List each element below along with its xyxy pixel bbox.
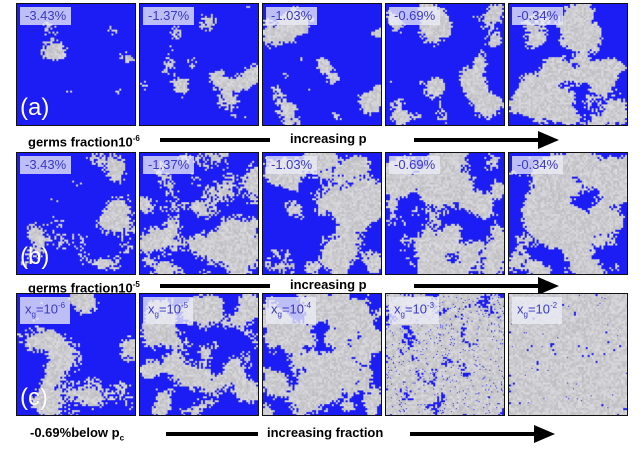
arrow-head-a [414, 131, 559, 149]
panel-label: -3.43% [20, 156, 72, 174]
panel-label: -0.69% [389, 7, 441, 25]
panel-b-1: -3.43% (b) [16, 152, 136, 275]
panel-label: xg=10-5 [143, 297, 194, 324]
caption-exponent: -5 [132, 280, 140, 289]
panel-c-4: xg=10-3 [385, 293, 505, 416]
row-letter-b: (b) [20, 243, 50, 270]
row-letter-a: (a) [20, 94, 50, 121]
panel-label: -1.03% [266, 156, 318, 174]
row-b: -3.43% (b) -1.37% -1.03% -0.69% -0.34% [16, 152, 628, 275]
arrow-line-a [160, 138, 270, 142]
panel-a-4: -0.69% [385, 3, 505, 126]
caption-a-middle: increasing p [290, 131, 367, 146]
panel-label: -1.03% [266, 7, 318, 25]
panel-label: xg=10-4 [266, 297, 317, 324]
row-a: -3.43% (a) -1.37% -1.03% -0.69% -0.34% [16, 3, 628, 126]
panel-c-3: xg=10-4 [262, 293, 382, 416]
arrow-line-c [166, 432, 258, 436]
arrow-head-b [414, 277, 559, 295]
caption-c-middle: increasing fraction [267, 425, 384, 440]
panel-b-3: -1.03% [262, 152, 382, 275]
caption-exponent: -6 [132, 134, 140, 143]
panel-c-5: xg=10-2 [508, 293, 628, 416]
panel-label: -1.37% [143, 156, 195, 174]
panel-c-2: xg=10-5 [139, 293, 259, 416]
caption-c-left: -0.69%below pc [30, 425, 124, 447]
caption-text: germs fraction10 [28, 280, 133, 296]
arrow-head-c [410, 425, 555, 443]
panel-label: -1.37% [143, 7, 195, 25]
caption-b-left: germs fraction10-5 [28, 277, 140, 296]
caption-b-middle: increasing p [290, 277, 367, 292]
panel-c-1: xg=10-6 (c) [16, 293, 136, 416]
panel-a-3: -1.03% [262, 3, 382, 126]
panel-label: xg=10-2 [512, 297, 563, 324]
row-letter-c: (c) [20, 384, 48, 411]
panel-b-5: -0.34% [508, 152, 628, 275]
caption-subscript: c [119, 433, 125, 443]
panel-label: xg=10-3 [389, 297, 440, 324]
panel-a-5: -0.34% [508, 3, 628, 126]
panel-b-2: -1.37% [139, 152, 259, 275]
panel-a-1: -3.43% (a) [16, 3, 136, 126]
panel-label: -0.34% [512, 156, 564, 174]
panel-label: -3.43% [20, 7, 72, 25]
caption-text: -0.69%below p [30, 425, 120, 440]
caption-a-left: germs fraction10-6 [28, 131, 140, 150]
panel-label: xg=10-6 [20, 297, 71, 324]
caption-text: germs fraction10 [28, 134, 133, 150]
panel-label: -0.34% [512, 7, 564, 25]
panel-a-2: -1.37% [139, 3, 259, 126]
panel-b-4: -0.69% [385, 152, 505, 275]
arrow-line-b [160, 284, 270, 288]
row-c: xg=10-6 (c) xg=10-5 xg=10-4 xg=10-3 xg=1… [16, 293, 628, 416]
panel-label: -0.69% [389, 156, 441, 174]
